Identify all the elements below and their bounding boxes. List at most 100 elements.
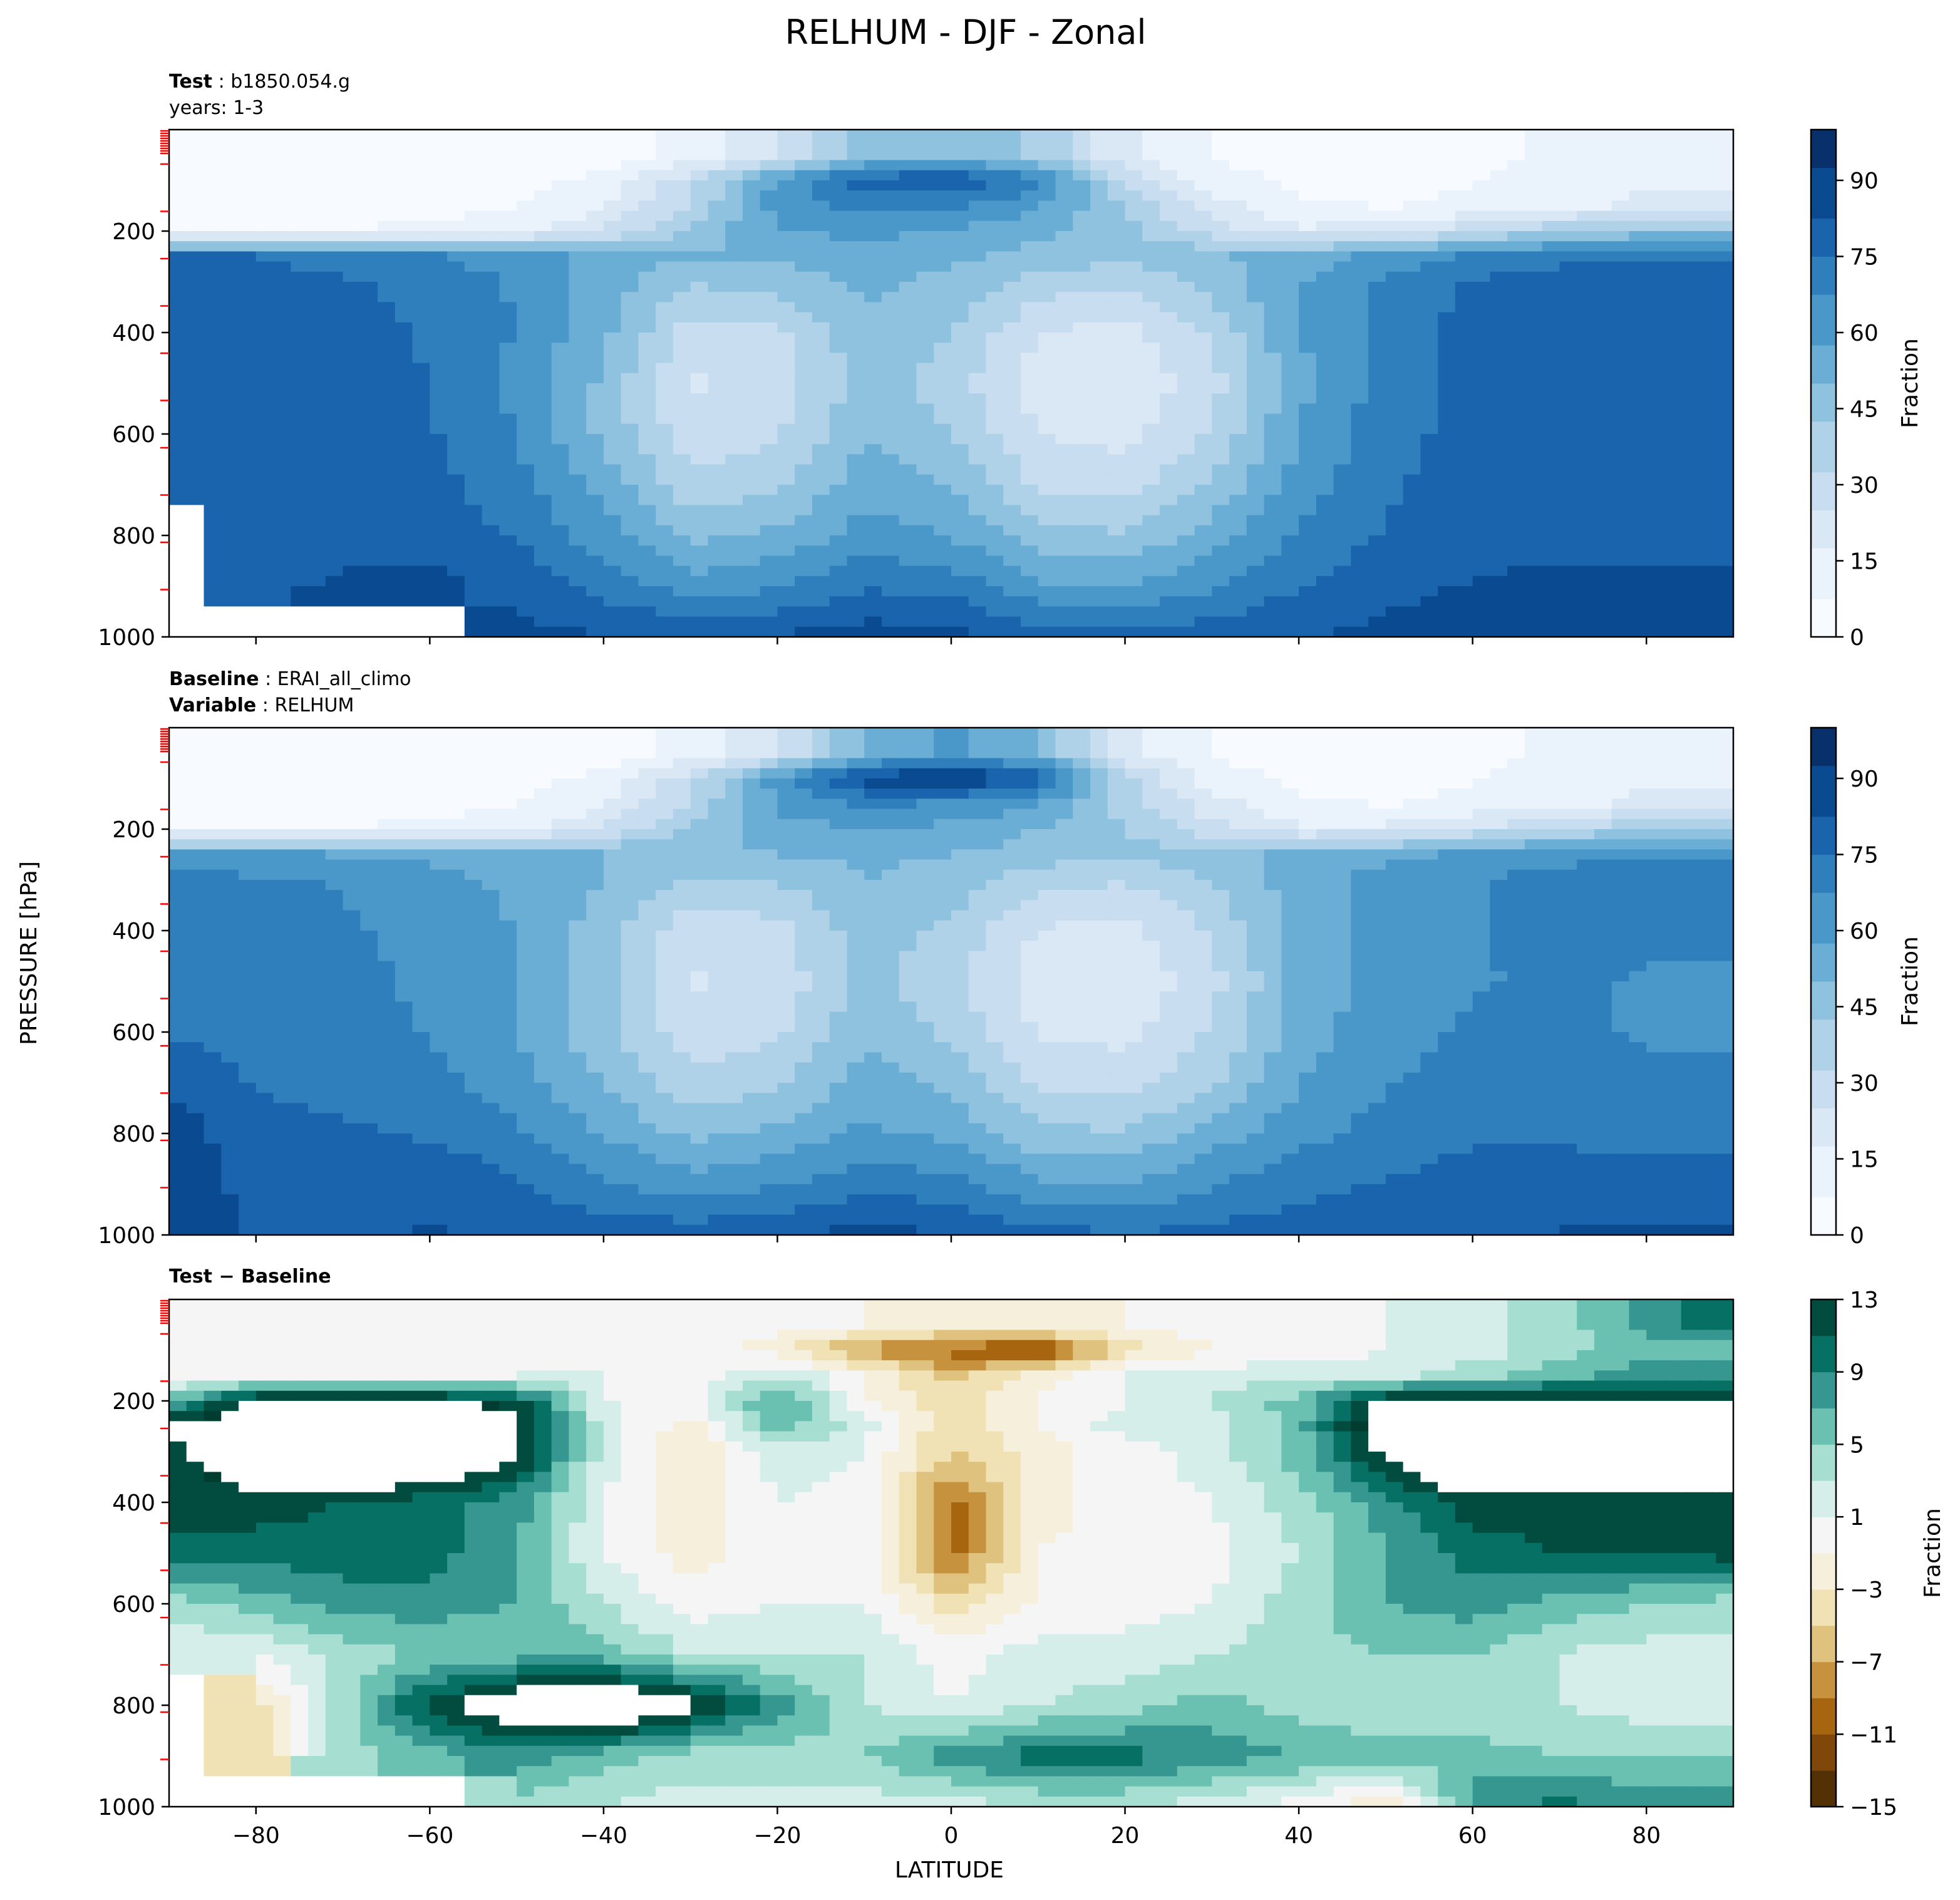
heatmap-cell (1142, 576, 1160, 587)
heatmap-cell (725, 150, 743, 161)
heatmap-cell (1559, 241, 1577, 252)
heatmap-cell (325, 170, 344, 181)
heatmap-cell (742, 383, 761, 394)
heatmap-cell (934, 393, 952, 405)
heatmap-cell (221, 728, 239, 738)
heatmap-cell (777, 423, 795, 435)
heatmap-cell (273, 1154, 292, 1165)
heatmap-cell (395, 220, 413, 232)
heatmap-cell (1351, 210, 1369, 222)
heatmap-cell (1299, 220, 1317, 232)
heatmap-cell (1663, 565, 1682, 577)
heatmap-cell (1663, 515, 1682, 526)
heatmap-cell (360, 454, 378, 465)
heatmap-cell (847, 626, 865, 638)
heatmap-cell (638, 292, 656, 303)
heatmap-cell (464, 545, 483, 557)
heatmap-cell (603, 160, 622, 171)
heatmap-cell (1716, 373, 1734, 384)
heatmap-cell (221, 849, 239, 860)
heatmap-cell (204, 353, 222, 364)
heatmap-cell (1160, 170, 1178, 181)
heatmap-cell (412, 333, 431, 343)
heatmap-cell (1681, 150, 1700, 161)
heatmap-cell (603, 231, 622, 242)
heatmap-cell (255, 343, 274, 354)
heatmap-cell (517, 241, 535, 252)
heatmap-cell (725, 231, 743, 242)
heatmap-cell (1055, 454, 1074, 465)
heatmap-cell (1403, 576, 1421, 587)
heatmap-cell (1681, 282, 1700, 292)
heatmap-cell (1716, 210, 1734, 222)
heatmap-cell (273, 1123, 292, 1134)
heatmap-cell (968, 454, 987, 465)
heatmap-cell (239, 545, 257, 557)
heatmap-cell (1125, 383, 1143, 394)
heatmap-cell (204, 1042, 222, 1053)
heatmap-cell (638, 241, 656, 252)
heatmap-cell (1142, 150, 1160, 161)
heatmap-cell (1490, 160, 1508, 171)
heatmap-cell (1716, 160, 1734, 171)
heatmap-cell (186, 626, 205, 638)
heatmap-cell (1455, 596, 1473, 607)
heatmap-cell (847, 140, 865, 151)
heatmap-cell (1559, 140, 1577, 151)
heatmap-cell (378, 282, 396, 292)
heatmap-cell (1003, 251, 1021, 262)
heatmap-cell (899, 140, 917, 151)
heatmap-cell (725, 606, 743, 617)
heatmap-cell (1090, 130, 1108, 140)
heatmap-cell (1542, 322, 1560, 333)
heatmap-cell (1229, 200, 1247, 212)
heatmap-cell (725, 525, 743, 536)
heatmap-cell (1107, 464, 1126, 475)
heatmap-cell (1333, 626, 1352, 638)
heatmap-cell (1507, 322, 1525, 333)
heatmap-cell (1438, 616, 1456, 627)
heatmap-cell (204, 485, 222, 495)
heatmap-cell (899, 322, 917, 333)
heatmap-cell (656, 200, 674, 212)
heatmap-cell (308, 464, 326, 475)
colorbar-segment (1811, 472, 1836, 485)
heatmap-cell (273, 434, 292, 445)
heatmap-cell (1420, 343, 1438, 354)
heatmap-cell (325, 454, 344, 465)
heatmap-cell (586, 485, 604, 495)
heatmap-cell (239, 818, 257, 830)
heatmap-cell (343, 505, 361, 516)
heatmap-cell (934, 241, 952, 252)
heatmap-cell (1663, 343, 1682, 354)
heatmap-cell (464, 393, 483, 405)
heatmap-cell (430, 535, 448, 546)
heatmap-cell (1629, 555, 1648, 567)
heatmap-cell (499, 261, 517, 272)
heatmap-cell (829, 626, 848, 638)
heatmap-cell (760, 170, 778, 181)
heatmap-cell (239, 140, 257, 151)
heatmap-cell (447, 261, 465, 272)
heatmap-cell (656, 170, 674, 181)
heatmap-cell (1646, 220, 1664, 232)
heatmap-cell (847, 373, 865, 384)
heatmap-cell (430, 302, 448, 313)
heatmap-cell (829, 565, 848, 577)
heatmap-cell (968, 444, 987, 455)
heatmap-cell (1142, 474, 1160, 485)
heatmap-cell (881, 565, 900, 577)
heatmap-cell (1021, 130, 1039, 140)
heatmap-cell (986, 586, 1004, 597)
heatmap-cell (1038, 170, 1056, 181)
heatmap-cell (204, 941, 222, 952)
heatmap-cell (186, 1021, 205, 1033)
heatmap-cell (308, 210, 326, 222)
heatmap-cell (1055, 170, 1074, 181)
heatmap-cell (934, 464, 952, 475)
heatmap-cell (638, 464, 656, 475)
heatmap-cell (551, 292, 570, 303)
heatmap-cell (708, 180, 726, 191)
heatmap-cell (1524, 626, 1543, 638)
heatmap-cell (1021, 596, 1039, 607)
